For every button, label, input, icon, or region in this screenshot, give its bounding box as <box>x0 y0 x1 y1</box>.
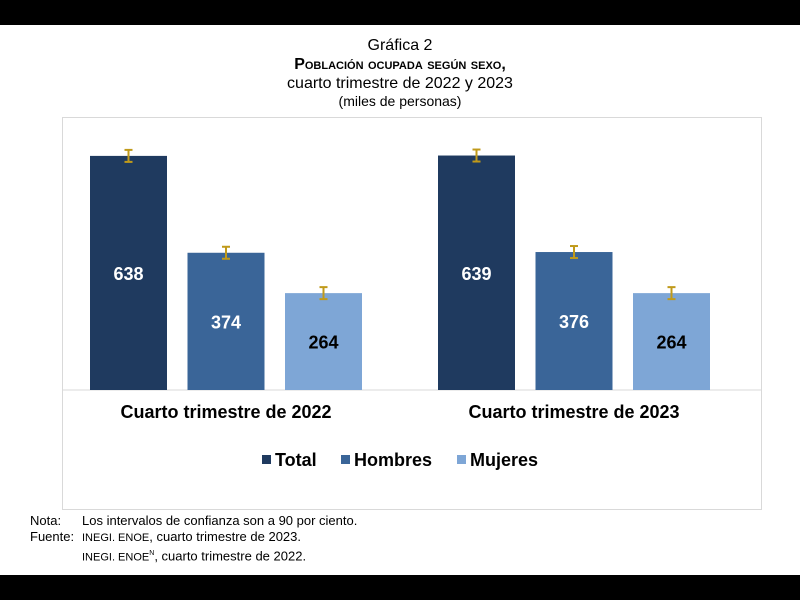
chart-subtitle: cuarto trimestre de 2022 y 2023 <box>287 75 513 92</box>
letterbox-bottom <box>0 575 800 600</box>
legend-label: Mujeres <box>470 450 538 470</box>
bar-total <box>438 155 515 390</box>
data-label: 639 <box>461 264 491 284</box>
legend-swatch <box>341 455 350 464</box>
chart-units: (miles de personas) <box>338 93 462 109</box>
legend-label: Total <box>275 450 317 470</box>
source-text: , cuarto trimestre de 2022. <box>154 548 307 564</box>
legend-label: Hombres <box>354 450 432 470</box>
bar-hombres <box>535 252 613 390</box>
data-label: 374 <box>211 312 241 332</box>
data-label: 264 <box>656 333 686 353</box>
source-sup: N <box>149 550 155 557</box>
bar-total <box>90 155 167 390</box>
legend-swatch <box>457 455 466 464</box>
legend-swatch <box>262 455 271 464</box>
data-label: 376 <box>559 312 589 332</box>
chart-frame <box>62 117 762 510</box>
notes: Nota: Los intervalos de confianza son a 9… <box>30 513 357 565</box>
fuente-label: Fuente: <box>30 529 75 544</box>
x-tick-label: Cuarto trimestre de 2023 <box>468 402 679 422</box>
letterbox-top <box>0 0 800 25</box>
bar-mujeres <box>285 293 362 390</box>
data-label: 264 <box>308 333 338 353</box>
nota-label: Nota: <box>30 513 62 528</box>
source-text: , cuarto trimestre de 2023. <box>149 529 301 544</box>
x-tick-label: Cuarto trimestre de 2022 <box>120 402 331 422</box>
data-label: 638 <box>113 264 143 284</box>
chart-titles: Gráfica 2 Población ocupada según sexo, … <box>0 36 800 109</box>
chart-title: Población ocupada según sexo, <box>294 56 506 73</box>
source-org: INEGI. ENOE <box>82 551 150 564</box>
nota-text: Los intervalos de confianza son a 90 por… <box>82 513 358 528</box>
chart-label: Gráfica 2 <box>367 37 433 54</box>
bar-hombres <box>187 252 265 390</box>
bar-mujeres <box>633 293 710 390</box>
source-org: INEGI. ENOE <box>82 532 150 544</box>
